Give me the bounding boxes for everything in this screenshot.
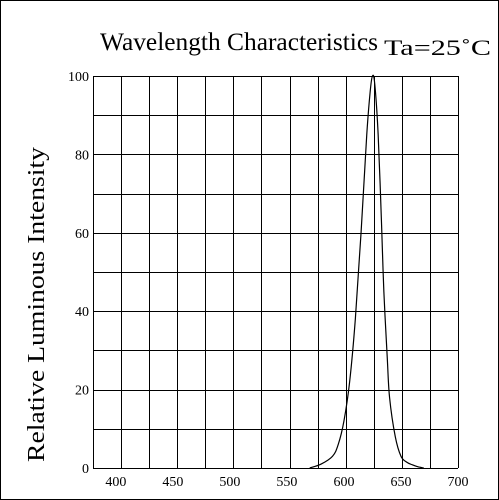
x-tick-label: 550 — [276, 475, 297, 490]
spectrum-curve — [309, 74, 424, 469]
x-tick-label: 700 — [448, 475, 469, 490]
x-tick-label: 650 — [390, 475, 411, 490]
y-tick-label: 20 — [75, 384, 89, 399]
x-tick-label: 600 — [333, 475, 354, 490]
y-tick-label: 40 — [75, 305, 89, 320]
grid — [93, 76, 459, 469]
temperature-condition: Ta=25˚C — [384, 35, 491, 60]
y-tick-label: 60 — [75, 227, 89, 242]
series-group — [309, 74, 424, 469]
chart-title: Wavelength Characteristics — [100, 29, 378, 56]
y-tick-label: 80 — [75, 148, 89, 163]
x-tick-labels: 400 450 500 550 600 650 700 — [105, 475, 468, 490]
y-tick-label: 100 — [68, 70, 89, 85]
x-tick-label: 400 — [105, 475, 126, 490]
y-tick-label: 0 — [82, 462, 89, 477]
x-tick-label: 450 — [162, 475, 183, 490]
x-tick-label: 500 — [219, 475, 240, 490]
y-axis-label: Relative Luminous Intensity — [24, 147, 50, 462]
y-tick-labels: 0 20 40 60 80 100 — [68, 70, 89, 477]
